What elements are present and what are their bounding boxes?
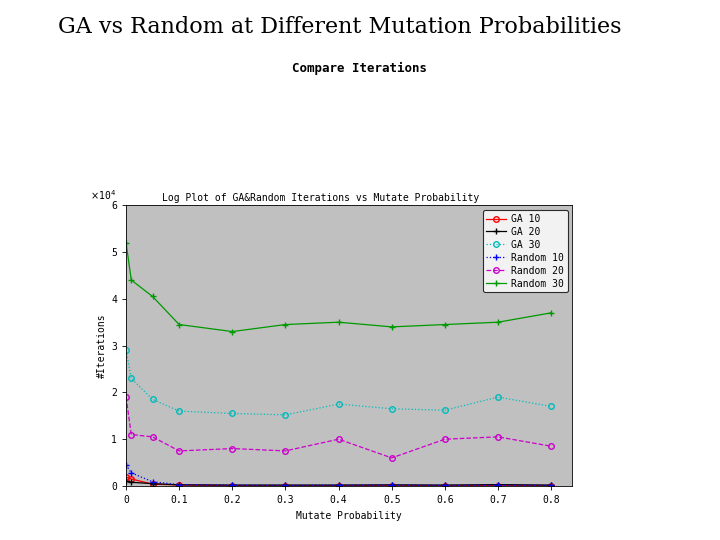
GA 10 — [334, 482, 343, 489]
Random 20 — [281, 448, 289, 454]
Random 20 — [127, 431, 135, 438]
GA 30 — [148, 396, 157, 403]
GA 10 — [281, 482, 289, 489]
GA 20 — [148, 481, 157, 487]
GA 20 — [494, 481, 503, 488]
Random 20 — [387, 455, 396, 461]
GA 10 — [387, 482, 396, 489]
Random 30 — [546, 309, 555, 316]
GA 20 — [334, 482, 343, 488]
Random 30 — [441, 321, 449, 328]
Random 30 — [334, 319, 343, 326]
GA 30 — [334, 401, 343, 407]
GA 20 — [228, 482, 237, 488]
Random 10 — [228, 482, 237, 488]
GA 20 — [122, 478, 130, 484]
GA 10 — [494, 482, 503, 489]
GA 10 — [546, 482, 555, 489]
GA 20 — [281, 482, 289, 488]
Text: GA vs Random at Different Mutation Probabilities: GA vs Random at Different Mutation Proba… — [58, 16, 621, 38]
Text: Compare Iterations: Compare Iterations — [292, 62, 428, 75]
GA 30 — [494, 394, 503, 400]
Random 10 — [175, 481, 184, 488]
GA 30 — [122, 347, 130, 354]
GA 30 — [546, 403, 555, 410]
Random 10 — [122, 462, 130, 468]
Random 20 — [228, 446, 237, 452]
Random 30 — [387, 323, 396, 330]
GA 30 — [387, 406, 396, 412]
Random 20 — [334, 436, 343, 442]
GA 10 — [127, 476, 135, 482]
Random 10 — [387, 482, 396, 488]
Random 20 — [546, 443, 555, 449]
Random 10 — [281, 482, 289, 489]
GA 10 — [148, 481, 157, 488]
GA 30 — [175, 408, 184, 414]
Random 20 — [494, 434, 503, 440]
Random 10 — [494, 482, 503, 489]
Random 30 — [127, 277, 135, 284]
X-axis label: Mutate Probability: Mutate Probability — [297, 511, 402, 521]
Text: $\times$10$^4$: $\times$10$^4$ — [90, 188, 116, 202]
GA 30 — [281, 411, 289, 418]
GA 10 — [122, 474, 130, 481]
Random 10 — [546, 482, 555, 489]
Random 30 — [122, 239, 130, 246]
Random 20 — [441, 436, 449, 442]
Line: GA 30: GA 30 — [123, 348, 554, 417]
Random 10 — [148, 478, 157, 485]
Random 30 — [148, 293, 157, 300]
GA 20 — [441, 482, 449, 488]
Random 20 — [148, 434, 157, 440]
GA 20 — [387, 482, 396, 488]
Random 30 — [281, 321, 289, 328]
Random 10 — [441, 482, 449, 489]
GA 20 — [175, 482, 184, 488]
GA 10 — [228, 482, 237, 489]
GA 20 — [546, 482, 555, 488]
GA 30 — [441, 407, 449, 414]
Random 30 — [228, 328, 237, 335]
Random 20 — [175, 448, 184, 454]
Line: Random 20: Random 20 — [123, 394, 554, 461]
Legend: GA 10, GA 20, GA 30, Random 10, Random 20, Random 30: GA 10, GA 20, GA 30, Random 10, Random 2… — [482, 210, 567, 293]
GA 10 — [441, 482, 449, 489]
Line: GA 10: GA 10 — [123, 474, 554, 488]
Random 30 — [175, 321, 184, 328]
Random 30 — [494, 319, 503, 326]
Line: Random 10: Random 10 — [123, 462, 554, 488]
Text: Log Plot of GA&Random Iterations vs Mutate Probability: Log Plot of GA&Random Iterations vs Muta… — [162, 193, 479, 203]
Random 20 — [122, 394, 130, 400]
Random 10 — [334, 482, 343, 488]
Line: Random 30: Random 30 — [123, 240, 554, 334]
GA 30 — [228, 410, 237, 417]
Random 10 — [127, 470, 135, 476]
GA 30 — [127, 375, 135, 382]
GA 20 — [127, 479, 135, 485]
GA 10 — [175, 482, 184, 488]
Y-axis label: #Iterations: #Iterations — [97, 313, 107, 378]
Line: GA 20: GA 20 — [123, 478, 554, 488]
